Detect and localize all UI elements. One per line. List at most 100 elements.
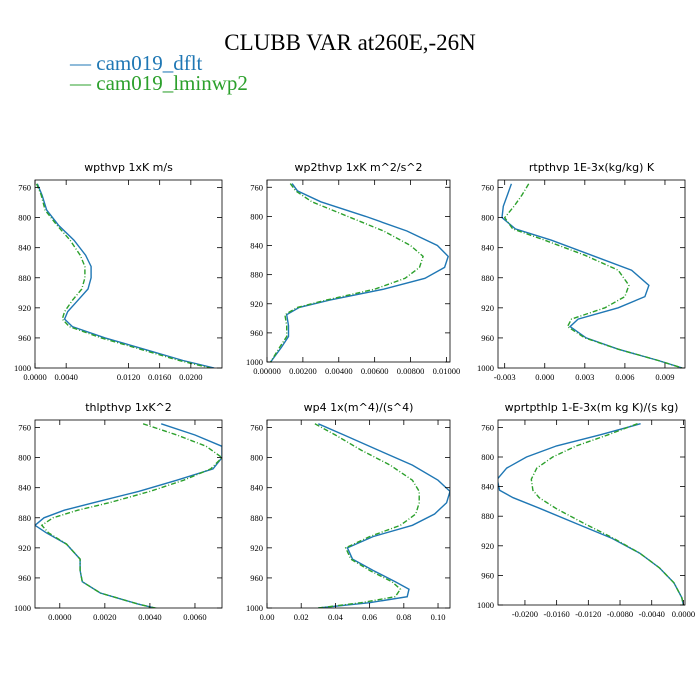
plot-frame: [497, 179, 686, 369]
y-tick-label: 840: [18, 243, 31, 253]
x-tick-label: 0.0160: [148, 372, 171, 382]
series-line-1: [530, 423, 685, 605]
panel-title: wp2thvp 1xK m^2/s^2: [294, 161, 422, 174]
y-tick-label: 880: [250, 513, 263, 523]
panel-title: wp4 1x(m^4)/(s^4): [304, 401, 414, 414]
x-tick-label: 0.0000: [23, 372, 46, 382]
y-tick-label: 800: [250, 453, 263, 463]
series-line-0: [35, 423, 222, 608]
x-tick-label: 0.08: [396, 612, 411, 622]
x-tick-label: 0.0000: [48, 612, 71, 622]
x-tick-label: 0.000: [535, 372, 554, 382]
plot-frame: [34, 179, 223, 369]
x-tick-label: 0.0120: [117, 372, 140, 382]
y-tick-label: 920: [18, 543, 31, 553]
y-tick-label: 800: [250, 211, 263, 221]
series-line-0: [36, 183, 215, 368]
y-tick-label: 920: [18, 303, 31, 313]
y-tick-label: 840: [18, 483, 31, 493]
plot-frame: [497, 419, 686, 606]
y-tick-label: 960: [18, 333, 31, 343]
x-tick-label: 0.0040: [54, 372, 77, 382]
y-tick-label: 920: [250, 299, 263, 309]
x-tick-label: 0.00800: [397, 366, 425, 376]
x-tick-label: 0.003: [575, 372, 594, 382]
x-tick-label: 0.10: [431, 612, 446, 622]
panel-title: wpthvp 1xK m/s: [84, 161, 173, 174]
y-tick-label: 800: [481, 452, 494, 462]
y-tick-label: 960: [481, 333, 494, 343]
y-tick-label: 840: [250, 241, 263, 251]
y-tick-label: 760: [250, 423, 263, 433]
y-tick-label: 880: [481, 273, 494, 283]
series-line-0: [501, 183, 683, 368]
y-tick-label: 880: [18, 513, 31, 523]
x-tick-label: 0.00600: [361, 366, 389, 376]
x-tick-label: -0.0120: [575, 609, 601, 619]
y-tick-label: 960: [250, 573, 263, 583]
y-tick-label: 800: [18, 213, 31, 223]
x-tick-label: -0.0080: [607, 609, 633, 619]
panel-title: rtpthvp 1E-3x(kg/kg) K: [529, 161, 655, 174]
y-tick-label: 880: [18, 273, 31, 283]
legend-item-dflt: — cam019_dflt: [70, 51, 203, 75]
figure-title: CLUBB VAR at260E,-26N: [224, 30, 476, 55]
x-tick-label: 0.0000: [672, 609, 695, 619]
y-tick-label: 800: [481, 213, 494, 223]
y-tick-label: 840: [481, 243, 494, 253]
x-tick-label: -0.0200: [512, 609, 538, 619]
x-tick-label: -0.0040: [639, 609, 665, 619]
x-tick-label: 0.0060: [183, 612, 206, 622]
panel-title: wprtpthlp 1-E-3x(m kg K)/(s kg): [505, 401, 679, 414]
y-tick-label: 880: [481, 511, 494, 521]
y-tick-label: 760: [250, 182, 263, 192]
x-tick-label: 0.00200: [289, 366, 317, 376]
plot-frame: [266, 419, 451, 609]
legend-item-lminwp2: — cam019_lminwp2: [70, 71, 248, 95]
y-tick-label: 800: [18, 453, 31, 463]
panel-4: wp4 1x(m^4)/(s^4)76080084088092096010000…: [246, 401, 451, 622]
y-tick-label: 920: [481, 541, 494, 551]
y-tick-label: 1000: [246, 357, 263, 367]
x-tick-label: 0.06: [362, 612, 377, 622]
x-tick-label: 0.04: [328, 612, 344, 622]
series-line-1: [270, 183, 424, 362]
panel-3: thlpthvp 1xK^2 760 800 840 880 920 960 1000 0.00…: [14, 401, 223, 622]
plot-frame: [34, 419, 223, 609]
y-tick-label: 840: [250, 483, 263, 493]
y-tick-label: 1000: [14, 603, 31, 613]
y-tick-label: 840: [481, 482, 494, 492]
y-tick-label: 920: [250, 543, 263, 553]
x-tick-label: 0.02: [294, 612, 309, 622]
y-tick-label: 1000: [477, 363, 494, 373]
x-tick-label: 0.00: [260, 612, 275, 622]
panel-1: wp2thvp 1xK m^2/s^2 760 800 840 880 920 960 100…: [246, 161, 460, 376]
y-tick-label: 960: [250, 328, 263, 338]
y-tick-label: 1000: [477, 600, 494, 610]
x-tick-label: 0.006: [615, 372, 634, 382]
y-tick-label: 960: [481, 570, 494, 580]
x-tick-label: 0.0020: [93, 612, 116, 622]
panel-5: wprtpthlp 1-E-3x(m kg K)/(s kg) 760 800 840…: [477, 401, 695, 619]
x-tick-label: 0.00000: [253, 366, 281, 376]
y-tick-label: 760: [481, 183, 494, 193]
y-tick-label: 920: [481, 303, 494, 313]
series-line-1: [40, 423, 222, 608]
y-tick-label: 760: [18, 183, 31, 193]
panel-2: rtpthvp 1E-3x(kg/kg) K 760 800 840 880 920 960…: [477, 161, 686, 382]
series-line-1: [503, 183, 683, 368]
series-line-0: [318, 423, 450, 608]
y-tick-label: 960: [18, 573, 31, 583]
series-line-0: [498, 423, 685, 605]
x-tick-label: 0.0200: [179, 372, 202, 382]
x-tick-label: 0.009: [655, 372, 674, 382]
y-tick-label: 880: [250, 270, 263, 280]
x-tick-label: 0.01000: [433, 366, 461, 376]
x-tick-label: 0.0040: [138, 612, 161, 622]
x-tick-label: -0.003: [494, 372, 516, 382]
y-tick-label: 1000: [14, 363, 31, 373]
y-tick-label: 760: [481, 422, 494, 432]
panel-0: wpthvp 1xK m/s76080084088092096010000.00…: [14, 161, 223, 382]
series-line-1: [314, 423, 420, 608]
